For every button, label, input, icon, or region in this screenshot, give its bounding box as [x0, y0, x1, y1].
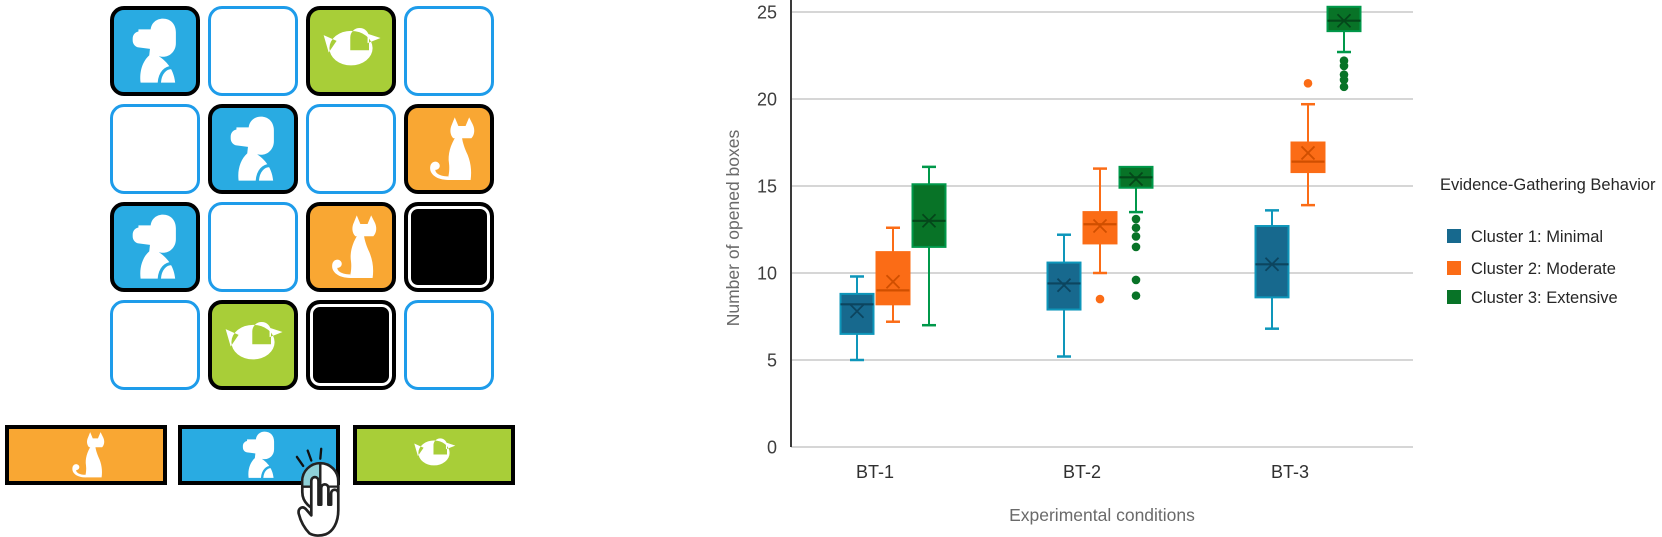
grid-tile-duck [208, 300, 298, 390]
x-tick-label: BT-3 [1271, 462, 1309, 482]
y-tick-label: 15 [757, 177, 777, 197]
legend-swatch-cluster2 [1447, 261, 1461, 275]
box [1254, 225, 1290, 299]
grid-tile-black [404, 202, 494, 292]
mean-marker [1056, 278, 1072, 293]
answer-button-duck[interactable] [353, 425, 515, 485]
mean-marker [1264, 257, 1280, 272]
cat-icon [72, 432, 105, 478]
y-tick-label: 5 [767, 351, 777, 371]
y-tick-label: 20 [757, 90, 777, 110]
grid-tile-empty [404, 300, 494, 390]
legend-item: Cluster 2: Moderate [1447, 260, 1616, 278]
answer-button-cat[interactable] [5, 425, 167, 485]
cat-icon [332, 215, 377, 278]
legend-title: Evidence-Gathering Behavior [1440, 176, 1656, 194]
outlier-dot [1131, 214, 1141, 224]
outlier-dot [1131, 291, 1141, 300]
legend-item: Cluster 3: Extensive [1447, 289, 1618, 307]
dog-icon [242, 431, 275, 480]
click-hand-icon [291, 447, 355, 537]
duck-icon [323, 27, 381, 66]
pattern-game-panel [0, 0, 660, 537]
answer-options [0, 425, 660, 487]
pattern-grid [110, 6, 494, 390]
outlier-dot [1131, 232, 1141, 241]
duck-icon [414, 438, 456, 466]
grid-tile-cat [306, 202, 396, 292]
outlier-dot [1303, 79, 1313, 88]
outlier-dot [1095, 294, 1105, 304]
legend-label-cluster1: Cluster 1: Minimal [1471, 228, 1603, 246]
grid-tile-empty [404, 6, 494, 96]
mean-marker [921, 213, 937, 228]
mean-marker [885, 274, 901, 289]
legend-swatch-cluster1 [1447, 229, 1461, 243]
outlier-dot [1339, 82, 1349, 92]
y-tick-label: 25 [757, 3, 777, 23]
grid-tile-dog [208, 104, 298, 194]
outlier-dot [1131, 223, 1141, 233]
outlier-dot [1131, 275, 1141, 285]
box [1082, 211, 1118, 245]
box [911, 183, 947, 248]
grid-tile-black [306, 300, 396, 390]
answer-button-dog[interactable] [178, 425, 340, 485]
y-tick-label: 10 [757, 264, 777, 284]
grid-tile-duck [306, 6, 396, 96]
grid-tile-cat [404, 104, 494, 194]
grid-tile-dog [110, 6, 200, 96]
outlier-dot [1339, 75, 1349, 85]
x-tick-label: BT-1 [856, 462, 894, 482]
duck-icon [225, 321, 283, 360]
boxplot-chart: 0 5 10 15 20 25 BT-1 BT-2 BT-3 Number of opened … [723, 0, 1656, 525]
x-axis-title: Experimental conditions [1009, 505, 1195, 525]
legend-swatch-cluster3 [1447, 290, 1461, 304]
mean-marker [1300, 145, 1316, 161]
box [1326, 5, 1362, 33]
mean-marker [1128, 171, 1144, 187]
y-tick-label: 0 [767, 438, 777, 458]
outlier-dot [1131, 242, 1141, 252]
grid-tile-empty [208, 6, 298, 96]
mean-marker [849, 304, 865, 319]
legend-label-cluster3: Cluster 3: Extensive [1471, 289, 1618, 307]
dog-icon [132, 214, 176, 281]
dog-icon [230, 116, 274, 183]
legend-item: Cluster 1: Minimal [1447, 228, 1603, 246]
grid-tile-empty [306, 104, 396, 194]
outlier-dot [1339, 61, 1349, 71]
grid-tile-empty [110, 300, 200, 390]
box [839, 292, 875, 335]
grid-tile-dog [110, 202, 200, 292]
grid-tile-empty [208, 202, 298, 292]
dog-icon [132, 18, 176, 85]
box [1290, 141, 1326, 174]
cat-icon [430, 117, 475, 180]
legend-label-cluster2: Cluster 2: Moderate [1471, 260, 1616, 278]
legend: Evidence-Gathering Behavior Cluster 1: M… [1440, 176, 1656, 307]
boxplot-panel: 0 5 10 15 20 25 BT-1 BT-2 BT-3 Number of opened … [662, 0, 1662, 537]
x-tick-label: BT-2 [1063, 462, 1101, 482]
box [875, 251, 911, 306]
plot-area: 0 5 10 15 20 25 BT-1 BT-2 BT-3 [757, 0, 1413, 482]
y-axis-title: Number of opened boxes [723, 129, 743, 326]
grid-tile-empty [110, 104, 200, 194]
mean-marker [1336, 13, 1352, 28]
mean-marker [1092, 218, 1108, 234]
